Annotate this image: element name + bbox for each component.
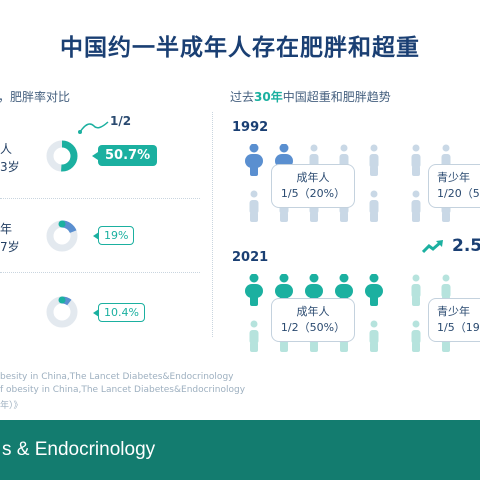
- stat-box-2021-adult: 成年人 1/2（50%）: [271, 298, 355, 342]
- person-icon: [245, 274, 263, 306]
- stat-box-2021-youth: 青少年 1/5（19: [428, 298, 480, 342]
- person-icon: [411, 190, 421, 222]
- row-separator: [0, 198, 200, 199]
- badge-notch: [93, 308, 99, 317]
- donut-chart-youth: [46, 220, 78, 252]
- donut-fill: [46, 140, 78, 172]
- person-icon: [369, 190, 379, 222]
- stat-box-1992-adult: 成年人 1/5（20%）: [271, 164, 355, 208]
- donut-track: [46, 296, 78, 328]
- trend-up-icon: [422, 240, 443, 254]
- person-icon: [369, 320, 379, 352]
- left-subtitle: ，肥胖率对比: [0, 90, 71, 104]
- source-line-1: besity in China,The Lancet Diabetes&Endo…: [0, 372, 234, 382]
- percent-badge-youth: 19%: [93, 226, 135, 245]
- footer-journal-name: s & Endocrinology: [2, 439, 156, 460]
- source-line-2: f obesity in China,The Lancet Diabetes&E…: [0, 385, 246, 395]
- person-icon: [249, 190, 259, 222]
- year-2021: 2021: [232, 250, 269, 265]
- group-label-youth: 年 7岁: [0, 222, 20, 254]
- donut-marker: [58, 296, 66, 304]
- badge-notch: [92, 151, 98, 160]
- swoosh-arrow-icon: [78, 121, 109, 134]
- badge-notch: [93, 231, 99, 240]
- person-icon: [411, 144, 421, 176]
- panel-divider: [212, 112, 213, 337]
- trend-multiplier: 2.5: [452, 236, 480, 256]
- year-1992: 1992: [232, 120, 269, 135]
- group-label-adult: 人 3岁: [0, 142, 20, 174]
- person-icon: [411, 320, 421, 352]
- donut-chart-adult: [46, 140, 78, 172]
- source-line-3: 年）》: [0, 401, 23, 411]
- person-icon: [245, 144, 263, 176]
- percent-badge-child: 10.4%: [93, 303, 145, 322]
- percent-badge-adult: 50.7%: [92, 145, 158, 166]
- person-icon: [249, 320, 259, 352]
- person-icon: [369, 144, 379, 176]
- person-icon: [365, 274, 383, 306]
- half-fraction-note: 1/2: [110, 114, 132, 128]
- right-subtitle: 过去30年中国超重和肥胖趋势: [230, 90, 391, 104]
- donut-chart-child: [46, 296, 78, 328]
- row-separator: [0, 272, 200, 273]
- footer-bar: [0, 420, 480, 480]
- donut-marker: [58, 220, 66, 228]
- page-title: 中国约一半成年人存在肥胖和超重: [60, 35, 420, 61]
- stat-box-1992-youth: 青少年 1/20（5.1: [428, 164, 480, 208]
- person-icon: [411, 274, 421, 306]
